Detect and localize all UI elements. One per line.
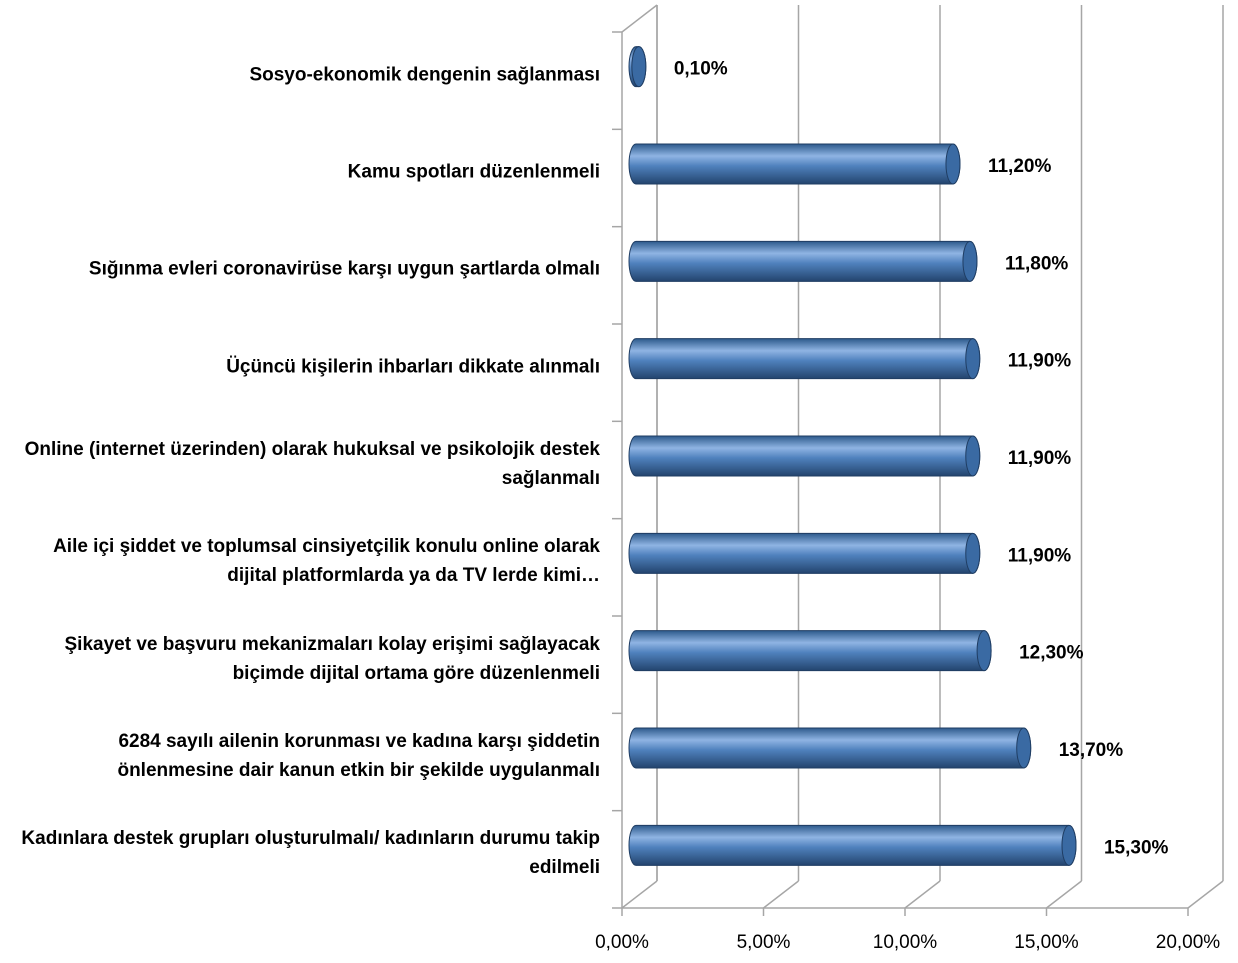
- bar-cap: [976, 630, 992, 672]
- category-label: Aile içi şiddet ve toplumsal cinsiyetçil…: [53, 536, 600, 587]
- category-label: Üçüncü kişilerin ihbarları dikkate alınm…: [226, 356, 600, 378]
- bar-cap: [1061, 824, 1077, 866]
- bar-cap: [631, 46, 647, 88]
- x-tick-label: 20,00%: [1156, 932, 1221, 953]
- grid-line: [621, 880, 658, 909]
- value-label: 11,90%: [1008, 545, 1071, 566]
- category-label: Sığınma evleri coronavirüse karşı uygun …: [88, 258, 600, 280]
- value-label: 11,20%: [988, 156, 1051, 177]
- category-label: Online (internet üzerinden) olarak hukuk…: [24, 439, 600, 489]
- bar: [628, 338, 981, 380]
- grid-line: [1187, 880, 1224, 909]
- bar: [628, 435, 981, 477]
- value-label: 11,90%: [1008, 351, 1071, 372]
- bar: [628, 727, 1032, 769]
- bar-cap: [1016, 727, 1032, 769]
- x-tick-label: 15,00%: [1014, 932, 1079, 953]
- bar-cap: [965, 435, 981, 477]
- bar: [628, 240, 978, 282]
- bar-cap: [962, 240, 978, 282]
- value-label: 0,10%: [674, 59, 728, 80]
- grid-line: [904, 880, 941, 909]
- bar-cap: [965, 338, 981, 380]
- x-tick-label: 5,00%: [737, 932, 791, 953]
- category-label: Kadınlara destek grupları oluşturulmalı/…: [21, 828, 600, 879]
- value-label: 13,70%: [1059, 740, 1124, 761]
- category-label: 6284 sayılı ailenin korunması ve kadına …: [117, 731, 600, 781]
- category-label: Şikayet ve başvuru mekanizmaları kolay e…: [64, 633, 601, 684]
- bar: [628, 824, 1077, 866]
- category-label: Kamu spotları düzenlenmeli: [347, 161, 600, 183]
- value-label: 11,80%: [1005, 253, 1068, 274]
- grid-line: [1046, 880, 1082, 909]
- value-label: 15,30%: [1104, 837, 1169, 858]
- wall-edge: [621, 4, 658, 33]
- value-label: 12,30%: [1019, 643, 1084, 664]
- value-label: 11,90%: [1008, 448, 1071, 469]
- bar-cap: [965, 532, 981, 574]
- grid-line: [763, 880, 799, 909]
- bar: [628, 143, 961, 185]
- x-tick-label: 0,00%: [595, 932, 649, 953]
- bar-cap: [945, 143, 961, 185]
- bar: [628, 532, 981, 574]
- category-label: Sosyo-ekonomik dengenin sağlanması: [249, 64, 600, 86]
- x-tick-label: 10,00%: [873, 932, 938, 953]
- bar: [628, 630, 992, 672]
